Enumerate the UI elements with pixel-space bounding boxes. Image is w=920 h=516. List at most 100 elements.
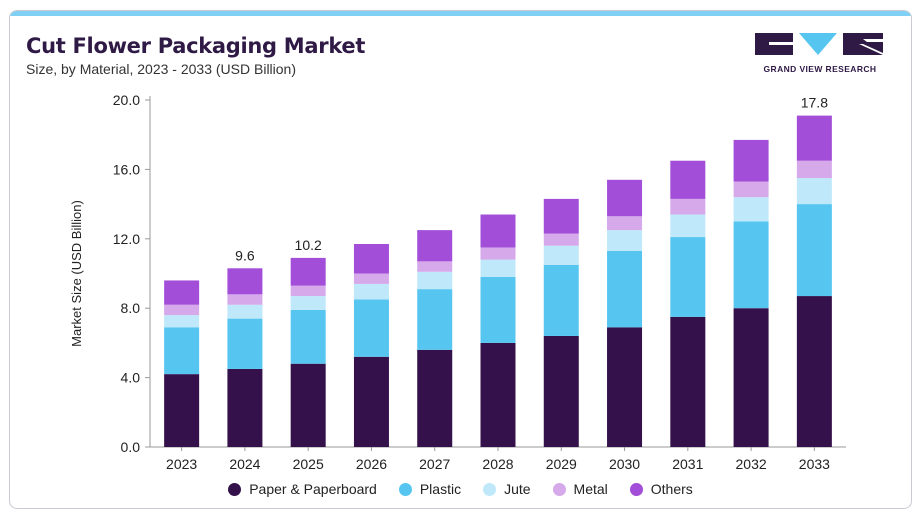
bar-segment [670,316,706,447]
legend-swatch-icon [629,482,643,496]
legend-swatch-icon [398,482,412,496]
bar-segment [543,233,579,246]
bar-segment [796,204,832,297]
bar-segment [290,296,326,310]
legend-label: Plastic [419,481,462,497]
bar-segment [164,280,200,305]
x-tick-label: 2032 [736,456,767,472]
bar-segment [353,244,389,274]
bar-segment [607,250,643,328]
bar-segment [227,268,263,295]
bar-segment [543,264,579,336]
bar-segment [480,247,516,260]
data-label: 10.2 [295,237,322,253]
x-tick-label: 2029 [546,456,577,472]
bar-segment [417,289,453,350]
bar-segment [417,271,453,290]
chart-title: Cut Flower Packaging Market [26,34,366,58]
bar-segment [796,296,832,447]
bar-segment [227,294,263,305]
x-tick-label: 2024 [229,456,260,472]
bar-segment [417,261,453,272]
bar-segment [480,342,516,447]
bar-segment [480,276,516,343]
chart-card: Cut Flower Packaging Market Size, by Mat… [9,10,912,509]
legend-swatch-icon [483,482,497,496]
bar-segment [353,356,389,447]
bar-segment [290,285,326,297]
y-tick-label: 16.0 [113,161,140,177]
bar-segment [353,299,389,357]
x-tick-label: 2031 [672,456,703,472]
y-tick-label: 12.0 [113,231,140,247]
legend-item: Paper & Paperboard [228,481,377,497]
legend-item: Jute [483,481,531,497]
chart-legend: Paper & Paperboard Plastic Jute Metal Others [10,481,911,497]
x-tick-label: 2033 [799,456,830,472]
legend-item: Metal [552,481,608,497]
y-axis-title: Market Size (USD Billion) [69,200,84,347]
x-tick-label: 2028 [482,456,513,472]
chart-subtitle: Size, by Material, 2023 - 2033 (USD Bill… [26,61,297,77]
bar-segment [733,308,769,447]
bar-segment [290,309,326,364]
y-tick-label: 8.0 [121,300,141,316]
bar-segment [164,327,200,375]
bar-segment [733,181,769,198]
bar-segment [670,198,706,215]
bar-segment [164,315,200,328]
bar-segment [227,318,263,369]
y-tick-label: 0.0 [121,439,141,455]
bar-segment [796,178,832,205]
bar-segment [227,368,263,447]
bar-segment [227,304,263,319]
bar-segment [353,283,389,300]
bar-segment [607,179,643,217]
legend-swatch-icon [552,482,566,496]
bar-segment [543,335,579,447]
bar-segment [607,216,643,231]
stacked-bar-chart: 0.0 4.0 8.0 12.0 16.0 20.0 Market Size (USD Bi… [69,92,846,472]
bar-segment [417,230,453,262]
grand-view-research-logo: GRAND VIEW RESEARCH [755,33,885,85]
bar-segment [290,363,326,447]
x-tick-label: 2023 [166,456,197,472]
bar-segment [290,257,326,286]
y-tick-label: 20.0 [113,92,140,108]
bar-segment [607,230,643,251]
legend-label: Metal [573,481,608,497]
bar-segment [796,115,832,161]
legend-label: Others [650,481,693,497]
x-tick-label: 2027 [419,456,450,472]
y-tick-label: 4.0 [121,370,141,386]
x-tick-label: 2025 [293,456,324,472]
bar-segment [480,259,516,277]
bar-segment [670,214,706,238]
logo-text: GRAND VIEW RESEARCH [763,64,877,74]
bar-segment [353,273,389,284]
bar-segment [670,237,706,317]
bar-segment [796,160,832,179]
legend-label: Paper & Paperboard [249,481,377,497]
logo-mark-icon [755,33,883,55]
bar-segment [543,245,579,265]
accent-bar [10,11,911,16]
bar-segment [670,160,706,199]
bar-segment [733,197,769,222]
legend-swatch-icon [228,482,242,496]
x-tick-label: 2030 [609,456,640,472]
data-label: 17.8 [801,95,828,111]
legend-label: Jute [504,481,531,497]
bar-segment [164,374,200,447]
bar-segment [417,349,453,447]
bar-segment [607,327,643,447]
bar-segment [733,221,769,309]
bar-segment [164,304,200,316]
bar-segment [543,198,579,234]
legend-item: Plastic [398,481,462,497]
legend-item: Others [629,481,693,497]
data-label: 9.6 [235,247,255,263]
bar-segment [480,214,516,248]
bar-segment [733,139,769,182]
x-tick-label: 2026 [356,456,387,472]
